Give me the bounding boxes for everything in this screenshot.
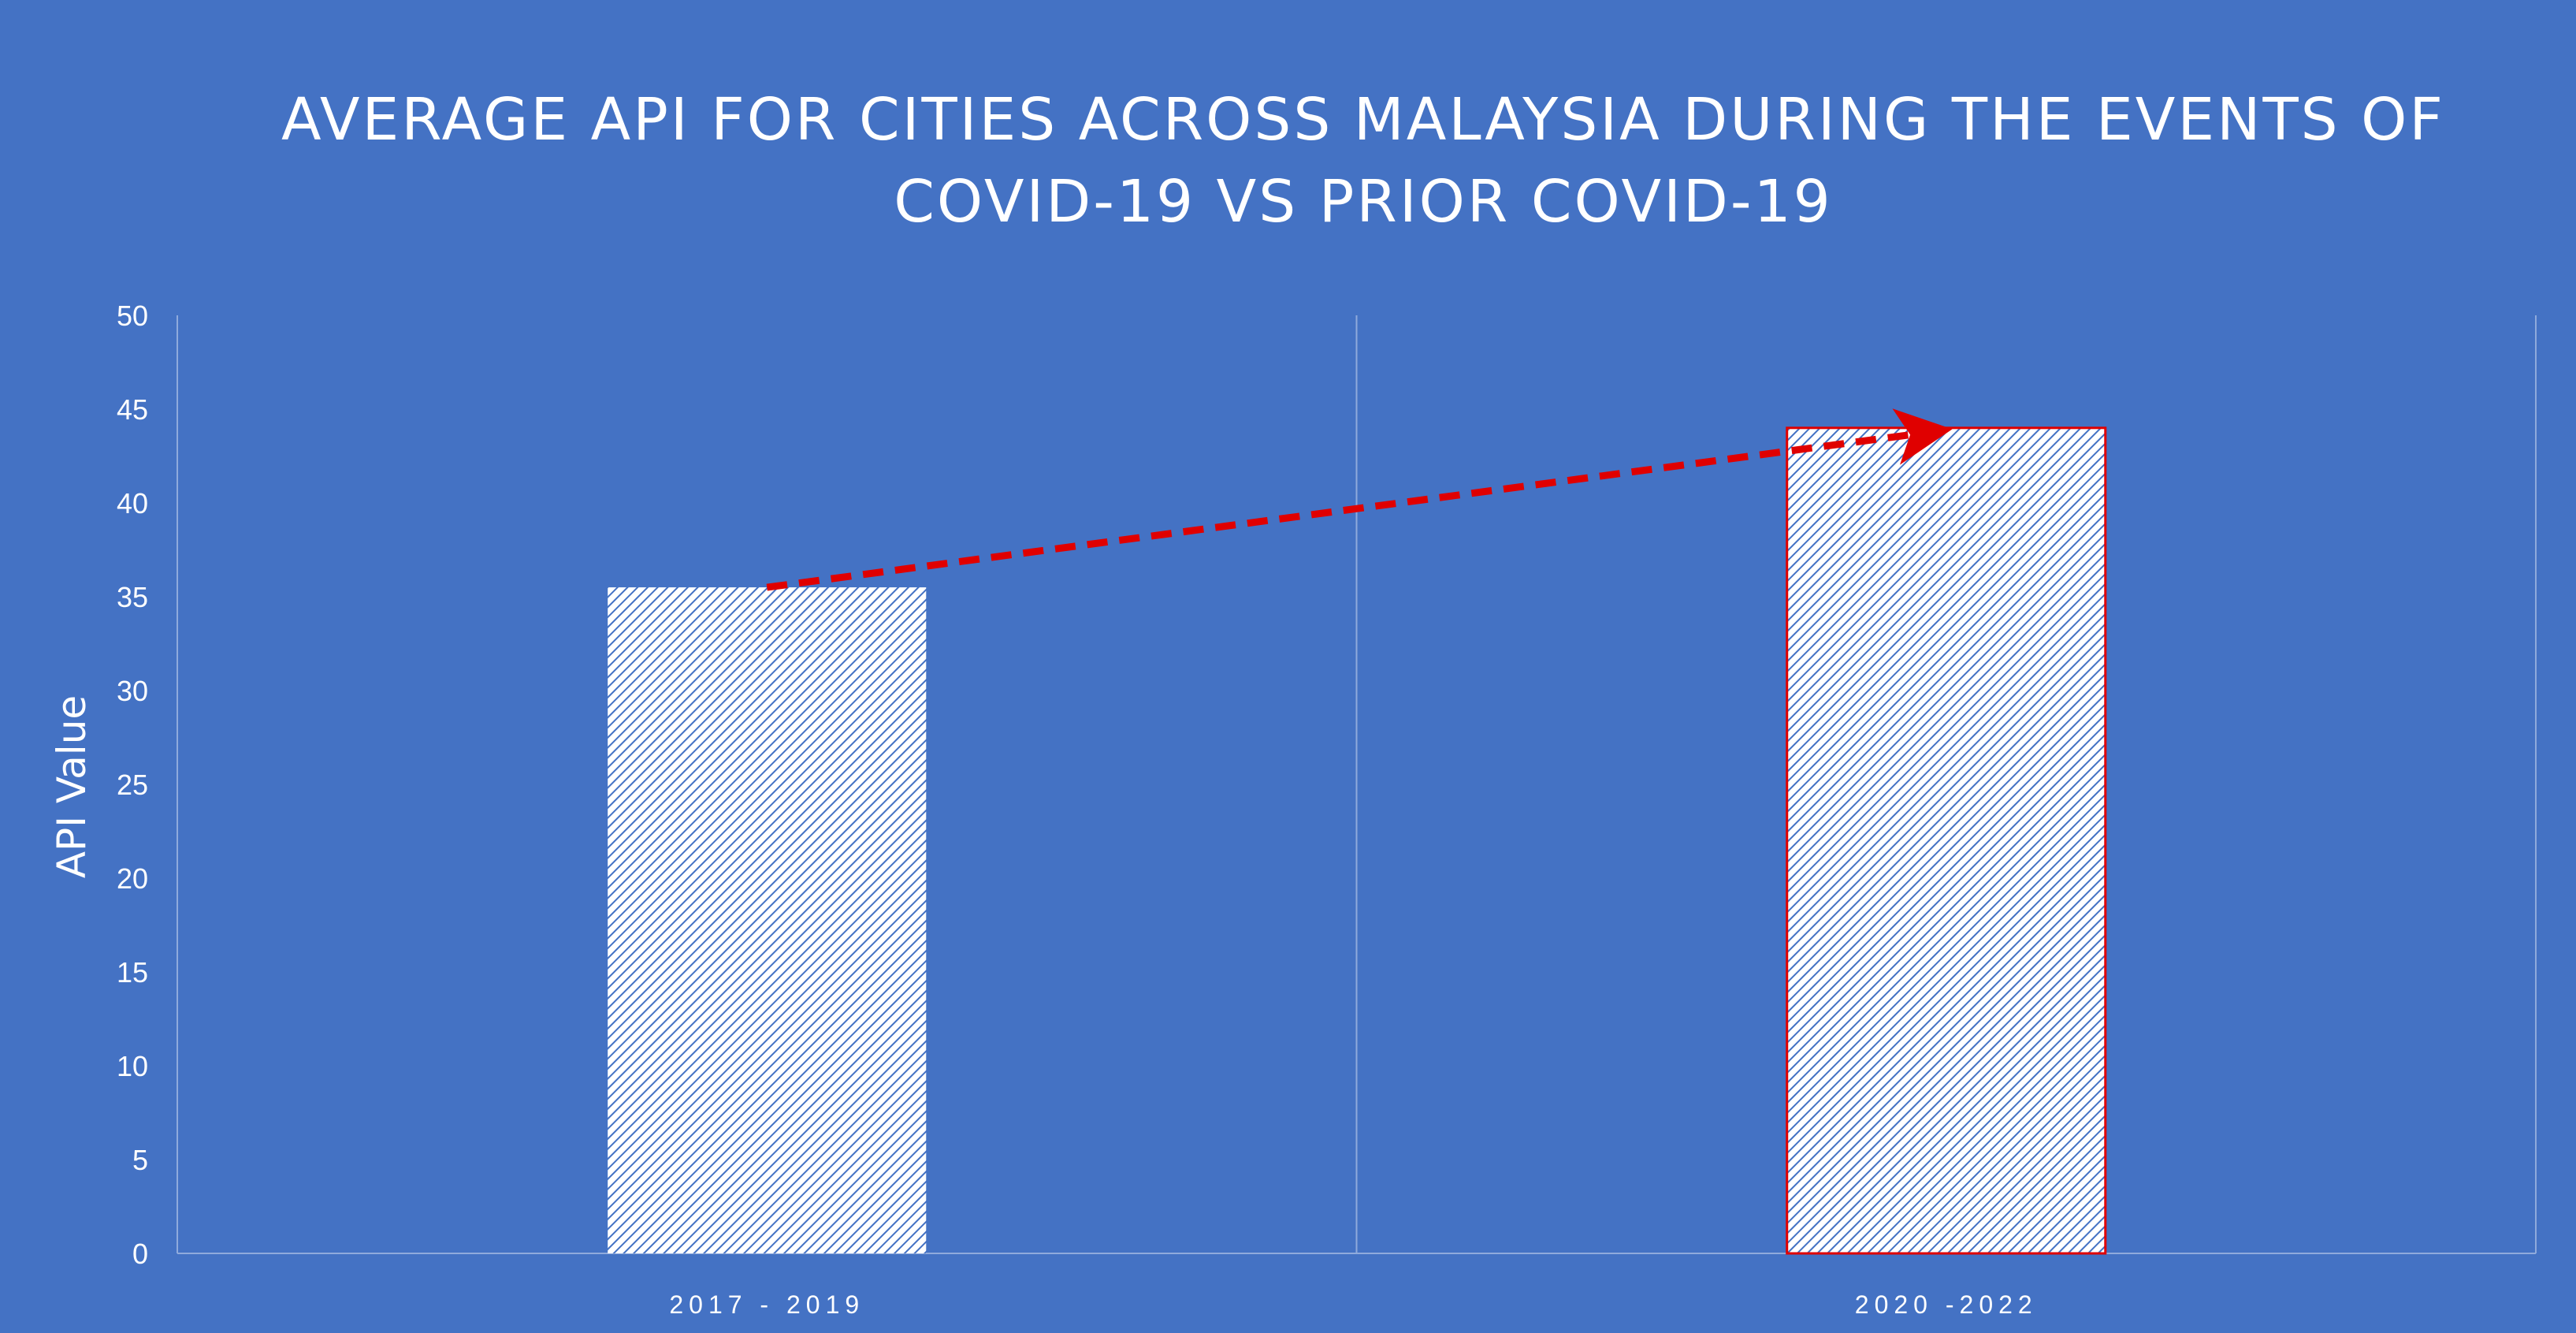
y-tick-label: 40: [117, 487, 148, 519]
grid-layer: [177, 315, 2537, 1254]
y-tick-label: 25: [117, 769, 148, 801]
x-category-labels: 2017 - 2019 2020 -2022: [669, 1290, 2038, 1319]
y-tick-labels: 0 5 10 15 20 25 30 35 40 45 50: [117, 300, 148, 1270]
y-tick-label: 5: [132, 1144, 148, 1176]
x-category-label: 2020 -2022: [1855, 1290, 2038, 1319]
y-tick-label: 30: [117, 675, 148, 707]
bar-2017-2019: [608, 587, 927, 1253]
y-tick-label: 15: [117, 956, 148, 989]
y-tick-label: 20: [117, 862, 148, 895]
y-axis-label: API Value: [49, 695, 95, 878]
bar-2020-2022: [1786, 426, 2107, 1255]
y-tick-label: 0: [132, 1238, 148, 1270]
trend-arrow: [766, 408, 1953, 591]
x-category-label: 2017 - 2019: [669, 1290, 864, 1319]
annotation-layer: [766, 408, 1953, 591]
y-tick-label: 50: [117, 300, 148, 332]
y-tick-label: 10: [117, 1050, 148, 1082]
y-tick-label: 35: [117, 581, 148, 613]
chart-title: AVERAGE API FOR CITIES ACROSS MALAYSIA D…: [281, 86, 2445, 236]
y-tick-label: 45: [117, 393, 148, 426]
bars-layer: [608, 426, 2107, 1255]
